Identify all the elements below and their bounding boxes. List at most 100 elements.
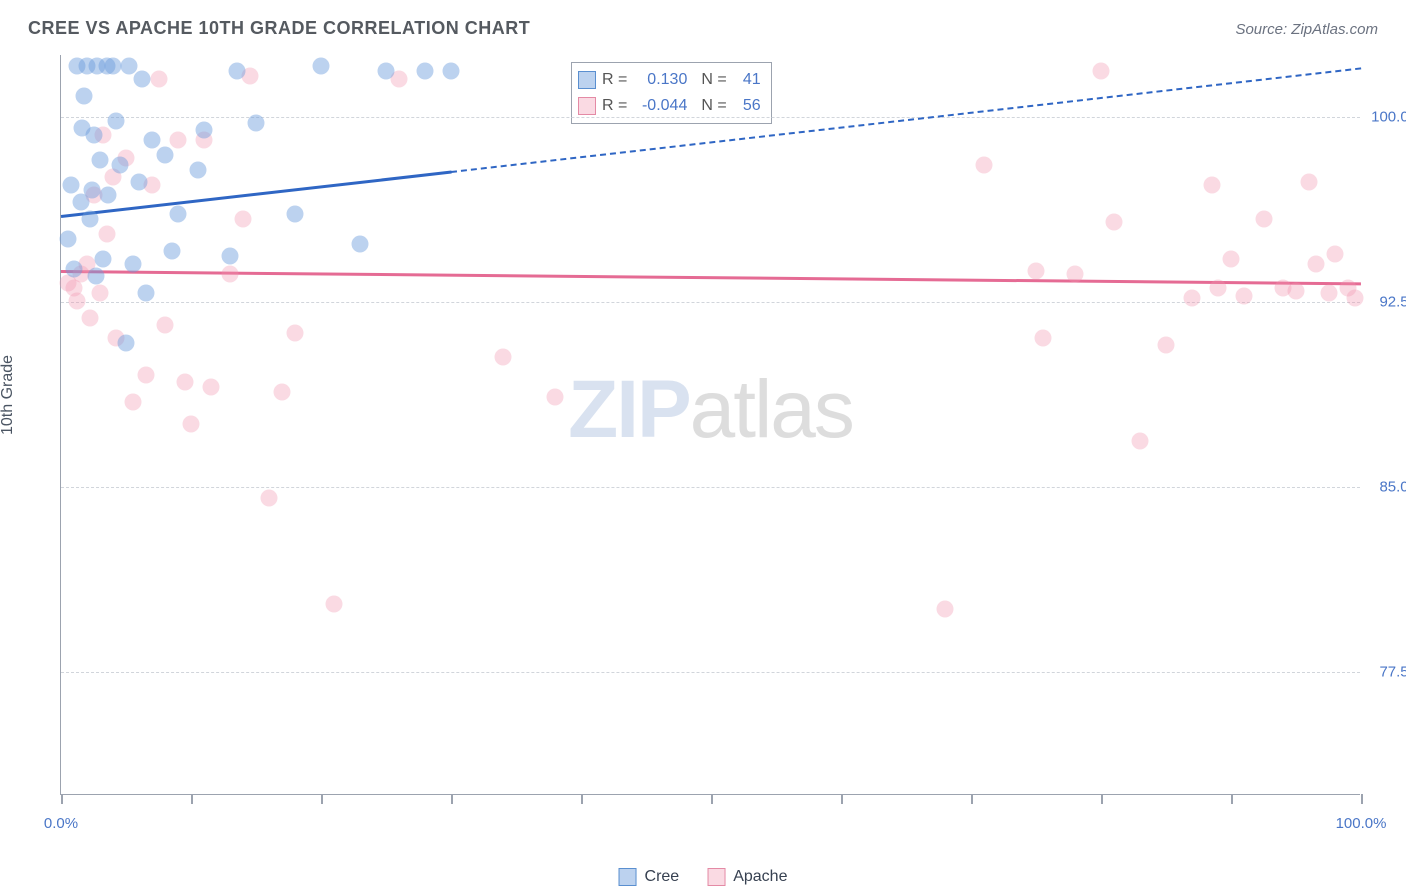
x-tick bbox=[1101, 794, 1103, 804]
scatter-point-apache bbox=[1346, 290, 1363, 307]
scatter-point-cree bbox=[59, 231, 76, 248]
scatter-point-apache bbox=[98, 226, 115, 243]
swatch-cree bbox=[578, 71, 596, 89]
scatter-point-apache bbox=[1028, 263, 1045, 280]
scatter-point-apache bbox=[72, 265, 89, 282]
scatter-point-cree bbox=[63, 176, 80, 193]
scatter-point-cree bbox=[84, 181, 101, 198]
scatter-point-apache bbox=[235, 211, 252, 228]
scatter-point-cree bbox=[79, 58, 96, 75]
y-tick-label: 92.5% bbox=[1366, 293, 1406, 310]
chart-title: CREE VS APACHE 10TH GRADE CORRELATION CH… bbox=[28, 18, 530, 39]
stat-row-cree: R = 0.130 N = 41 bbox=[578, 67, 761, 93]
trend-line-apache bbox=[61, 270, 1361, 285]
scatter-point-apache bbox=[1288, 282, 1305, 299]
scatter-point-apache bbox=[241, 68, 258, 85]
x-tick bbox=[451, 794, 453, 804]
scatter-point-apache bbox=[183, 416, 200, 433]
scatter-point-apache bbox=[176, 374, 193, 391]
scatter-point-apache bbox=[144, 176, 161, 193]
legend-item-cree: Cree bbox=[619, 868, 680, 886]
scatter-point-cree bbox=[144, 132, 161, 149]
scatter-point-apache bbox=[118, 149, 135, 166]
scatter-point-cree bbox=[417, 63, 434, 80]
stat-row-apache: R = -0.044 N = 56 bbox=[578, 93, 761, 119]
scatter-point-apache bbox=[157, 317, 174, 334]
scatter-point-cree bbox=[68, 58, 85, 75]
legend-swatch-apache bbox=[707, 868, 725, 886]
legend-label-apache: Apache bbox=[733, 868, 787, 886]
scatter-point-apache bbox=[391, 70, 408, 87]
scatter-point-cree bbox=[107, 112, 124, 129]
scatter-point-cree bbox=[105, 58, 122, 75]
y-tick-label: 77.5% bbox=[1366, 663, 1406, 680]
n-value-apache: 56 bbox=[733, 93, 761, 119]
r-value-apache: -0.044 bbox=[633, 93, 687, 119]
scatter-point-apache bbox=[85, 186, 102, 203]
x-tick bbox=[191, 794, 193, 804]
scatter-point-apache bbox=[105, 169, 122, 186]
scatter-point-apache bbox=[59, 275, 76, 292]
scatter-point-apache bbox=[1034, 329, 1051, 346]
watermark-part1: ZIP bbox=[568, 364, 690, 455]
x-tick bbox=[841, 794, 843, 804]
scatter-point-apache bbox=[1255, 211, 1272, 228]
scatter-point-cree bbox=[157, 147, 174, 164]
scatter-point-apache bbox=[1327, 245, 1344, 262]
legend-item-apache: Apache bbox=[707, 868, 787, 886]
trend-line-cree bbox=[61, 171, 451, 218]
y-tick-label: 100.0% bbox=[1366, 108, 1406, 125]
y-axis-label: 10th Grade bbox=[0, 355, 17, 435]
x-tick bbox=[711, 794, 713, 804]
scatter-point-cree bbox=[120, 58, 137, 75]
scatter-point-apache bbox=[495, 349, 512, 366]
scatter-point-cree bbox=[313, 58, 330, 75]
scatter-point-apache bbox=[326, 596, 343, 613]
scatter-point-cree bbox=[76, 87, 93, 104]
scatter-point-apache bbox=[274, 383, 291, 400]
scatter-point-cree bbox=[137, 285, 154, 302]
n-label: N = bbox=[701, 67, 726, 93]
scatter-point-cree bbox=[118, 334, 135, 351]
scatter-point-cree bbox=[222, 248, 239, 265]
scatter-point-apache bbox=[1307, 255, 1324, 272]
x-tick bbox=[1231, 794, 1233, 804]
swatch-apache bbox=[578, 97, 596, 115]
r-label: R = bbox=[602, 67, 627, 93]
scatter-point-apache bbox=[66, 280, 83, 297]
x-tick bbox=[581, 794, 583, 804]
scatter-point-cree bbox=[133, 70, 150, 87]
gridline bbox=[61, 487, 1360, 488]
scatter-point-cree bbox=[189, 161, 206, 178]
scatter-point-apache bbox=[547, 388, 564, 405]
scatter-point-cree bbox=[163, 243, 180, 260]
x-tick-label: 0.0% bbox=[44, 815, 78, 832]
gridline bbox=[61, 117, 1360, 118]
scatter-plot-area: ZIPatlas R = 0.130 N = 41 R = -0.044 N =… bbox=[60, 55, 1360, 795]
scatter-point-apache bbox=[1106, 213, 1123, 230]
legend: Cree Apache bbox=[619, 868, 788, 886]
scatter-point-cree bbox=[228, 63, 245, 80]
chart-header: CREE VS APACHE 10TH GRADE CORRELATION CH… bbox=[28, 18, 1378, 39]
scatter-point-apache bbox=[1301, 174, 1318, 191]
correlation-stats-box: R = 0.130 N = 41 R = -0.044 N = 56 bbox=[571, 62, 772, 124]
r-label: R = bbox=[602, 93, 627, 119]
legend-label-cree: Cree bbox=[645, 868, 680, 886]
scatter-point-cree bbox=[443, 63, 460, 80]
x-tick bbox=[61, 794, 63, 804]
x-tick bbox=[1361, 794, 1363, 804]
gridline bbox=[61, 672, 1360, 673]
scatter-point-apache bbox=[1184, 290, 1201, 307]
watermark-part2: atlas bbox=[690, 364, 853, 455]
scatter-point-cree bbox=[287, 206, 304, 223]
scatter-point-cree bbox=[94, 250, 111, 267]
scatter-point-apache bbox=[202, 379, 219, 396]
scatter-point-apache bbox=[261, 490, 278, 507]
scatter-point-apache bbox=[287, 324, 304, 341]
chart-source: Source: ZipAtlas.com bbox=[1235, 21, 1378, 38]
n-value-cree: 41 bbox=[733, 67, 761, 93]
legend-swatch-cree bbox=[619, 868, 637, 886]
scatter-point-cree bbox=[92, 152, 109, 169]
n-label: N = bbox=[701, 93, 726, 119]
scatter-point-apache bbox=[1132, 433, 1149, 450]
